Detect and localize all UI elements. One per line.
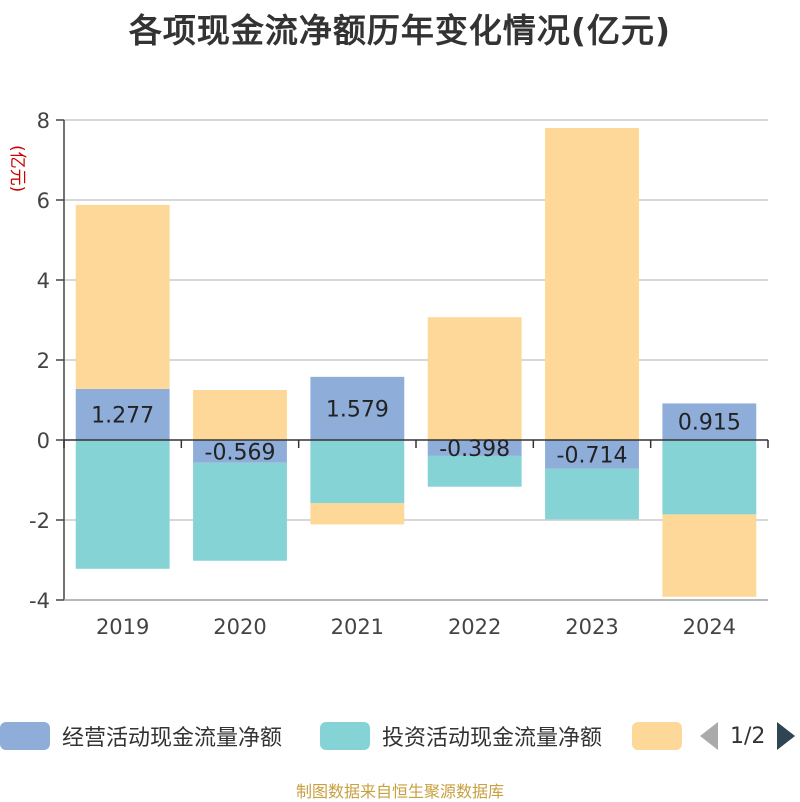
data-labels: 1.277 -0.569 1.579 -0.398 -0.714 0.915 [91, 397, 741, 468]
bar-series1-2024[interactable] [662, 403, 757, 440]
bar-series1-2021[interactable] [310, 376, 405, 440]
legend-page-indicator: 1/2 [730, 723, 766, 749]
data-label-2019: 1.277 [91, 403, 154, 428]
bar-series2-2021[interactable] [310, 440, 405, 504]
bar-series3-2021[interactable] [310, 503, 405, 525]
legend-swatch-operating [0, 722, 50, 750]
y-tick-label: -4 [29, 589, 50, 613]
y-tick-label: 2 [37, 349, 50, 373]
bar-series2-2024[interactable] [662, 440, 757, 515]
bars [75, 128, 757, 597]
y-tick-label: 4 [37, 269, 50, 293]
y-tick-label: 8 [37, 109, 50, 133]
x-tick-label: 2024 [683, 615, 736, 639]
data-label-2022: -0.398 [439, 437, 510, 462]
y-tick-label: -2 [29, 509, 50, 533]
bar-series3-2022[interactable] [427, 317, 522, 440]
legend: 经营活动现金流量净额 投资活动现金流量净额 1/2 [0, 716, 800, 756]
chart-title: 各项现金流净额历年变化情况(亿元) [128, 11, 672, 50]
source-note: 制图数据来自恒生聚源数据库 [295, 782, 504, 801]
legend-pager: 1/2 [700, 716, 796, 756]
bar-series3-2020[interactable] [193, 390, 287, 440]
legend-label-investing: 投资活动现金流量净额 [382, 726, 603, 751]
axes: -4 -2 0 2 4 6 8 2019 2020 2021 2022 2023 2024 [29, 109, 769, 639]
bar-series2-2022[interactable] [427, 455, 522, 487]
x-tick-label: 2021 [331, 615, 384, 639]
data-label-2020: -0.569 [205, 440, 276, 465]
x-tick-label: 2019 [96, 615, 149, 639]
bar-series3-2023[interactable] [545, 128, 639, 440]
bar-series2-2019[interactable] [75, 440, 170, 569]
data-label-2021: 1.579 [326, 397, 389, 422]
bar-series3-2024[interactable] [662, 514, 757, 597]
y-axis-label: (亿元) [7, 145, 27, 192]
bar-series1-2019[interactable] [75, 388, 170, 440]
bar-series1-2023[interactable] [545, 440, 639, 469]
data-label-2023: -0.714 [557, 443, 628, 468]
bar-series1-2020[interactable] [193, 440, 287, 463]
legend-prev-arrow-icon[interactable] [700, 722, 718, 750]
x-tick-label: 2022 [448, 615, 501, 639]
bar-series2-2020[interactable] [193, 462, 287, 561]
bar-series3-2019[interactable] [75, 204, 170, 389]
x-tick-label: 2023 [565, 615, 618, 639]
legend-label-operating: 经营活动现金流量净额 [62, 726, 283, 751]
bar-series2-2023[interactable] [545, 468, 639, 520]
legend-swatch-investing [320, 722, 370, 750]
y-tick-label: 6 [37, 189, 50, 213]
x-tick-label: 2020 [213, 615, 266, 639]
legend-swatch-third [632, 722, 682, 750]
bar-series1-2022[interactable] [427, 440, 522, 456]
legend-item-third[interactable] [632, 716, 682, 756]
legend-next-arrow-icon[interactable] [777, 722, 796, 750]
legend-item-investing[interactable]: 投资活动现金流量净额 [320, 716, 602, 756]
data-label-2024: 0.915 [678, 411, 741, 436]
y-tick-label: 0 [37, 429, 50, 453]
legend-item-operating[interactable]: 经营活动现金流量净额 [0, 716, 282, 756]
